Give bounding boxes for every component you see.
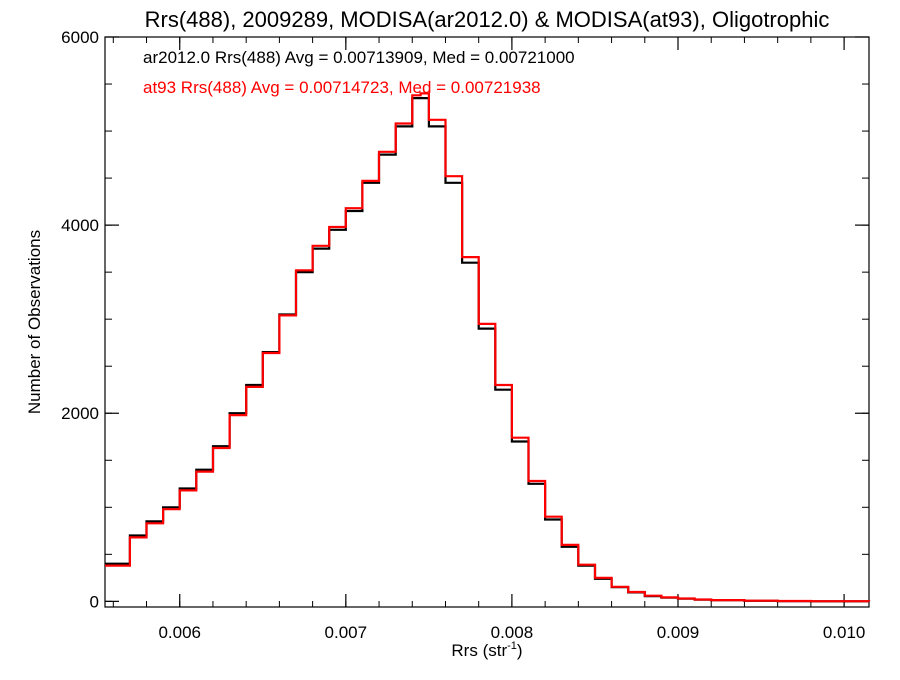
chart-title: Rrs(488), 2009289, MODISA(ar2012.0) & MO… [145, 7, 830, 32]
series-line-ar2012 [105, 97, 871, 603]
x-axis-label: Rrs (str-1) [451, 640, 522, 660]
series-line-at93 [105, 92, 871, 603]
y-axis-label: Number of Observations [25, 230, 44, 414]
x-tick-label: 0.009 [657, 623, 700, 642]
x-tick-label: 0.010 [823, 623, 866, 642]
y-tick-label: 2000 [61, 404, 99, 423]
annotation-at93: at93 Rrs(488) Avg = 0.00714723, Med = 0.… [143, 78, 541, 97]
plot-frame [104, 36, 870, 608]
annotation-ar2012: ar2012.0 Rrs(488) Avg = 0.00713909, Med … [143, 48, 575, 67]
x-axis: 0.006 0.007 0.008 0.009 0.010 [112, 37, 866, 642]
x-tick-label: 0.007 [325, 623, 368, 642]
x-tick-label: 0.006 [158, 623, 201, 642]
y-tick-label: 0 [90, 592, 99, 611]
y-tick-label: 6000 [61, 28, 99, 47]
series-group [105, 92, 871, 603]
y-axis: 0 2000 4000 6000 [61, 28, 869, 611]
y-tick-label: 4000 [61, 216, 99, 235]
x-tick-label: 0.008 [491, 623, 534, 642]
